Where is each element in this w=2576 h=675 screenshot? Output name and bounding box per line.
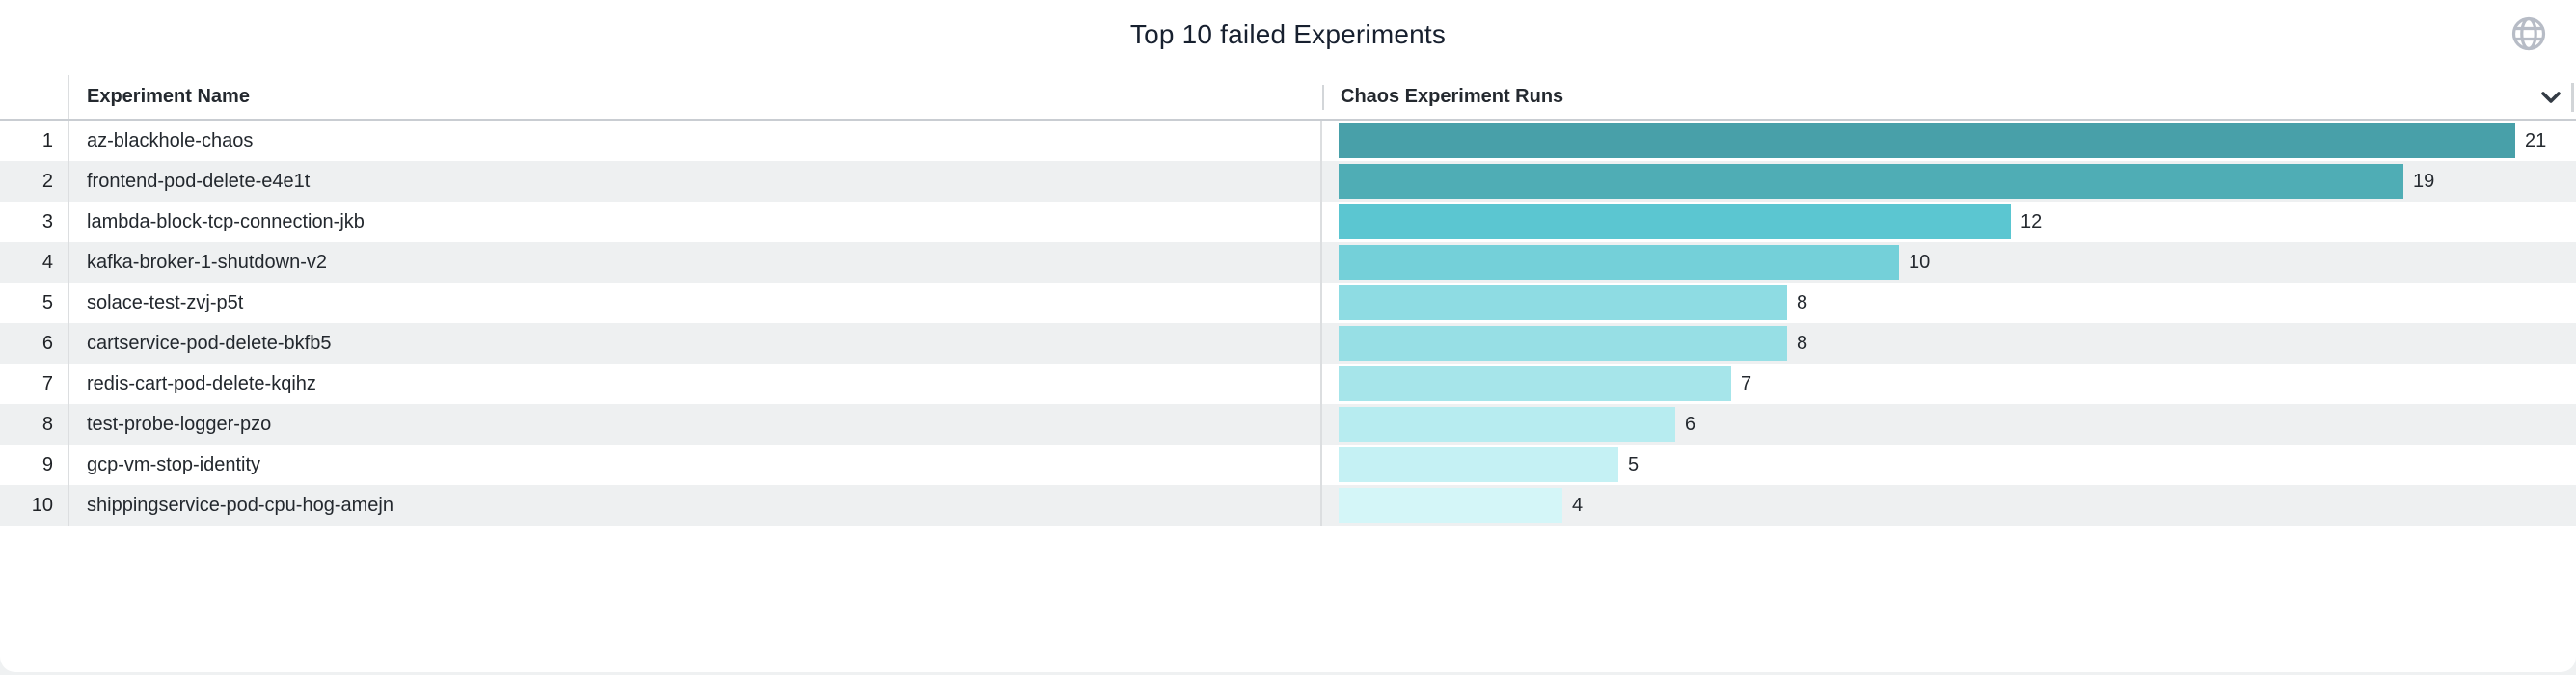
- runs-bar: [1339, 326, 1787, 361]
- row-rank: 2: [0, 161, 69, 202]
- table-row: 3 lambda-block-tcp-connection-jkb 12: [0, 202, 2576, 242]
- runs-value: 19: [2413, 170, 2435, 192]
- experiment-name-cell: shippingservice-pod-cpu-hog-amejn: [69, 485, 1322, 526]
- panel-titlebar: Top 10 failed Experiments: [0, 0, 2576, 75]
- runs-value: 7: [1741, 372, 1752, 394]
- row-rank: 6: [0, 323, 69, 364]
- runs-value: 6: [1685, 413, 1696, 435]
- experiment-name-cell: redis-cart-pod-delete-kqihz: [69, 364, 1322, 404]
- runs-bar: [1339, 366, 1731, 401]
- experiment-name-cell: gcp-vm-stop-identity: [69, 445, 1322, 485]
- column-header-rank: [0, 75, 69, 119]
- table-row: 8 test-probe-logger-pzo 6: [0, 404, 2576, 445]
- runs-value: 21: [2525, 129, 2547, 151]
- row-rank: 5: [0, 283, 69, 323]
- experiment-name-cell: kafka-broker-1-shutdown-v2: [69, 242, 1322, 283]
- scrollbar-thumb[interactable]: [2571, 83, 2574, 112]
- experiment-name: lambda-block-tcp-connection-jkb: [87, 210, 365, 232]
- runs-bar: [1339, 285, 1787, 320]
- table-header-row: Experiment Name Chaos Experiment Runs: [0, 75, 2576, 121]
- runs-bar-cell: 8: [1322, 323, 2576, 364]
- table-row: 9 gcp-vm-stop-identity 5: [0, 445, 2576, 485]
- column-header-experiment-name[interactable]: Experiment Name: [69, 75, 1322, 119]
- experiment-name: solace-test-zvj-p5t: [87, 291, 244, 313]
- runs-bar: [1339, 123, 2515, 158]
- runs-bar-cell: 6: [1322, 404, 2576, 445]
- runs-bar: [1339, 204, 2011, 239]
- panel-title: Top 10 failed Experiments: [1129, 19, 1447, 49]
- runs-bar-cell: 4: [1322, 485, 2576, 526]
- row-rank: 9: [0, 445, 69, 485]
- runs-value: 12: [2020, 210, 2043, 232]
- table-row: 6 cartservice-pod-delete-bkfb5 8: [0, 323, 2576, 364]
- table-row: 10 shippingservice-pod-cpu-hog-amejn 4: [0, 485, 2576, 526]
- experiment-name: cartservice-pod-delete-bkfb5: [87, 332, 332, 354]
- row-rank: 10: [0, 485, 69, 526]
- runs-bar-cell: 12: [1322, 202, 2576, 242]
- experiment-name-cell: frontend-pod-delete-e4e1t: [69, 161, 1322, 202]
- table-body: 1 az-blackhole-chaos 21 2 frontend-pod-d…: [0, 121, 2576, 526]
- runs-bar-cell: 10: [1322, 242, 2576, 283]
- experiment-name-cell: test-probe-logger-pzo: [69, 404, 1322, 445]
- experiment-name: frontend-pod-delete-e4e1t: [87, 170, 311, 192]
- chevron-down-icon[interactable]: [2537, 84, 2564, 111]
- globe-icon[interactable]: [2510, 15, 2547, 52]
- row-rank: 7: [0, 364, 69, 404]
- runs-bar-cell: 8: [1322, 283, 2576, 323]
- runs-bar: [1339, 407, 1675, 442]
- runs-bar: [1339, 447, 1618, 482]
- runs-bar-cell: 5: [1322, 445, 2576, 485]
- runs-value: 5: [1628, 453, 1640, 475]
- runs-bar-cell: 7: [1322, 364, 2576, 404]
- experiment-name: kafka-broker-1-shutdown-v2: [87, 251, 327, 273]
- runs-bar-cell: 19: [1322, 161, 2576, 202]
- row-rank: 8: [0, 404, 69, 445]
- table-row: 5 solace-test-zvj-p5t 8: [0, 283, 2576, 323]
- experiment-name-cell: solace-test-zvj-p5t: [69, 283, 1322, 323]
- experiment-name: test-probe-logger-pzo: [87, 413, 272, 435]
- runs-bar-cell: 21: [1322, 121, 2576, 161]
- experiment-name-cell: cartservice-pod-delete-bkfb5: [69, 323, 1322, 364]
- experiment-name-cell: lambda-block-tcp-connection-jkb: [69, 202, 1322, 242]
- column-separator: [1322, 84, 1324, 110]
- row-rank: 3: [0, 202, 69, 242]
- column-header-chaos-experiment-runs-label: Chaos Experiment Runs: [1341, 86, 1564, 107]
- runs-value: 8: [1797, 291, 1808, 313]
- experiment-name: shippingservice-pod-cpu-hog-amejn: [87, 494, 393, 516]
- runs-value: 8: [1797, 332, 1808, 354]
- table-row: 4 kafka-broker-1-shutdown-v2 10: [0, 242, 2576, 283]
- runs-bar: [1339, 164, 2403, 199]
- table-row: 1 az-blackhole-chaos 21: [0, 121, 2576, 161]
- runs-bar: [1339, 488, 1562, 523]
- column-header-chaos-experiment-runs[interactable]: Chaos Experiment Runs: [1322, 75, 2576, 119]
- table-row: 2 frontend-pod-delete-e4e1t 19: [0, 161, 2576, 202]
- runs-bar: [1339, 245, 1899, 280]
- experiment-name: az-blackhole-chaos: [87, 129, 254, 151]
- experiments-table: Experiment Name Chaos Experiment Runs 1 …: [0, 75, 2576, 526]
- runs-value: 4: [1572, 494, 1584, 516]
- experiment-name-cell: az-blackhole-chaos: [69, 121, 1322, 161]
- runs-value: 10: [1909, 251, 1931, 273]
- experiment-name: gcp-vm-stop-identity: [87, 453, 261, 475]
- row-rank: 1: [0, 121, 69, 161]
- experiment-name: redis-cart-pod-delete-kqihz: [87, 372, 316, 394]
- column-header-experiment-name-label: Experiment Name: [87, 86, 250, 107]
- table-row: 7 redis-cart-pod-delete-kqihz 7: [0, 364, 2576, 404]
- row-rank: 4: [0, 242, 69, 283]
